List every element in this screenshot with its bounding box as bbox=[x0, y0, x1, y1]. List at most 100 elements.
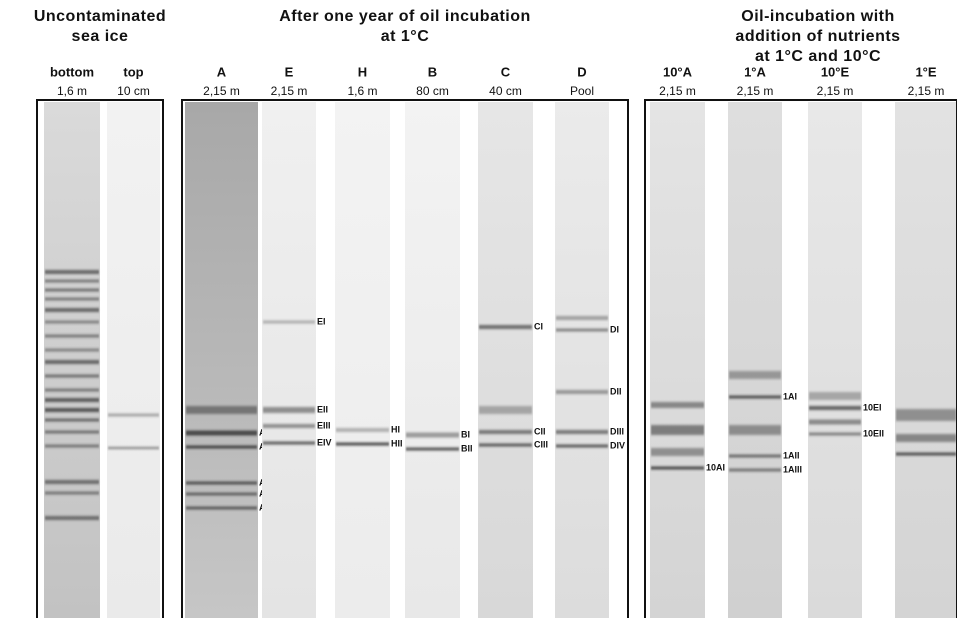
gel-band bbox=[45, 388, 99, 392]
gel-band bbox=[729, 468, 781, 472]
gel-band bbox=[809, 392, 861, 400]
gel-band bbox=[556, 430, 608, 434]
gel-band bbox=[186, 492, 257, 496]
band-label: CII bbox=[534, 426, 546, 436]
panel-frame bbox=[36, 99, 164, 618]
band-label: HI bbox=[391, 424, 400, 434]
lane-name: B bbox=[428, 64, 437, 79]
gel-band bbox=[186, 430, 257, 436]
gel-band bbox=[896, 434, 956, 442]
group-title: After one year of oil incubation bbox=[279, 8, 531, 25]
gel-band bbox=[556, 390, 608, 394]
gel-lane bbox=[650, 102, 705, 618]
band-label: EI bbox=[317, 316, 326, 326]
band-label: DIII bbox=[610, 426, 624, 436]
gel-band bbox=[651, 402, 704, 408]
gel-band bbox=[45, 297, 99, 301]
band-label: BI bbox=[461, 429, 470, 439]
gel-band bbox=[479, 406, 532, 414]
group-title: at 1°C bbox=[381, 28, 430, 45]
gel-band bbox=[45, 491, 99, 495]
band-label: EII bbox=[317, 404, 328, 414]
gel-band bbox=[556, 328, 608, 332]
lane-name: H bbox=[358, 64, 367, 79]
gel-band bbox=[809, 419, 861, 425]
gel-band bbox=[263, 407, 315, 413]
band-label: 10AI bbox=[706, 462, 725, 472]
gel-band bbox=[556, 316, 608, 320]
gel-band bbox=[45, 288, 99, 292]
gel-band bbox=[186, 481, 257, 485]
lane-depth: 1,6 m bbox=[347, 84, 377, 98]
gel-lane bbox=[808, 102, 862, 618]
lane-name: top bbox=[123, 64, 143, 79]
group-title: sea ice bbox=[72, 28, 129, 45]
gel-band bbox=[896, 452, 956, 456]
gel-band bbox=[556, 444, 608, 448]
gel-band bbox=[45, 430, 99, 434]
lane-depth: 1,6 m bbox=[57, 84, 87, 98]
gel-band bbox=[896, 409, 956, 421]
gel-band bbox=[45, 516, 99, 520]
gel-band bbox=[336, 428, 389, 432]
gel-band bbox=[809, 432, 861, 436]
gel-lane bbox=[478, 102, 533, 618]
gel-band bbox=[651, 466, 704, 470]
band-label: 1AII bbox=[783, 450, 800, 460]
lane-name: C bbox=[501, 64, 511, 79]
gel-lane bbox=[262, 102, 316, 618]
band-label: 10EII bbox=[863, 428, 884, 438]
band-label: EIII bbox=[317, 420, 331, 430]
gel-lane bbox=[405, 102, 460, 618]
gel-band bbox=[263, 424, 315, 428]
gel-band bbox=[45, 348, 99, 352]
gel-lane bbox=[185, 102, 258, 618]
gel-band bbox=[186, 506, 257, 510]
lane-depth: Pool bbox=[570, 84, 594, 98]
gel-band bbox=[729, 425, 781, 435]
gel-band bbox=[45, 480, 99, 484]
group-title: addition of nutrients bbox=[735, 28, 900, 45]
panel-frame bbox=[181, 99, 629, 618]
band-label: DII bbox=[610, 386, 622, 396]
lane-name: bottom bbox=[50, 64, 94, 79]
lane-depth: 40 cm bbox=[489, 84, 522, 98]
gel-band bbox=[45, 398, 99, 402]
band-label: HII bbox=[391, 438, 403, 448]
lane-depth: 80 cm bbox=[416, 84, 449, 98]
band-label: EIV bbox=[317, 437, 332, 447]
lane-name: D bbox=[577, 64, 586, 79]
gel-band bbox=[729, 454, 781, 458]
gel-band bbox=[108, 413, 159, 417]
band-label: DIV bbox=[610, 440, 625, 450]
gel-lane bbox=[107, 102, 160, 618]
lane-name: 10°E bbox=[821, 64, 850, 79]
lane-depth: 2,15 m bbox=[817, 84, 854, 98]
gel-band bbox=[479, 443, 532, 447]
band-label: BII bbox=[461, 443, 473, 453]
gel-band bbox=[45, 418, 99, 422]
band-label: CIII bbox=[534, 439, 548, 449]
lane-name: E bbox=[285, 64, 294, 79]
lane-name: 1°E bbox=[915, 64, 936, 79]
group-title: at 1°C and 10°C bbox=[755, 48, 881, 65]
gel-band bbox=[479, 325, 532, 329]
band-label: CI bbox=[534, 321, 543, 331]
gel-lane bbox=[335, 102, 390, 618]
gel-band bbox=[406, 432, 459, 438]
gel-lane bbox=[555, 102, 609, 618]
gel-band bbox=[336, 442, 389, 446]
gel-band bbox=[263, 441, 315, 445]
gel-band bbox=[45, 270, 99, 274]
gel-band bbox=[45, 308, 99, 312]
lane-name: 1°A bbox=[744, 64, 766, 79]
gel-band bbox=[45, 444, 99, 448]
band-label: 1AI bbox=[783, 391, 797, 401]
lane-name: A bbox=[217, 64, 227, 79]
gel-band bbox=[651, 425, 704, 435]
lane-depth: 2,15 m bbox=[271, 84, 308, 98]
gel-band bbox=[45, 374, 99, 378]
gel-band bbox=[186, 406, 257, 414]
gel-band bbox=[263, 320, 315, 324]
